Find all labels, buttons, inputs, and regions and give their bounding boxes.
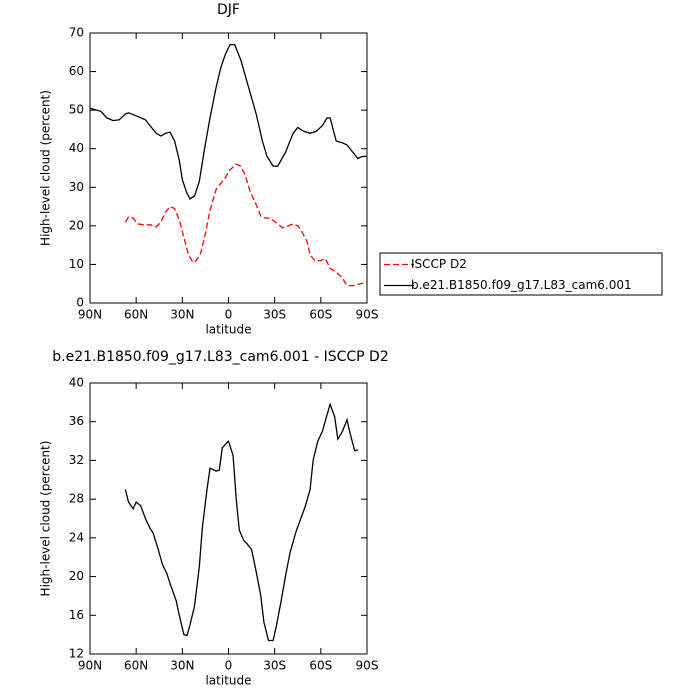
x-axis-label: latitude [205, 674, 251, 688]
y-tick-label: 30 [69, 180, 84, 194]
x-tick-label: 60S [309, 659, 332, 673]
legend-box [379, 252, 663, 296]
x-tick-label: 90N [78, 659, 102, 673]
data-line [124, 402, 358, 642]
y-axis-label: High-level cloud (percent) [39, 90, 53, 246]
x-tick-label: 30S [263, 659, 286, 673]
x-axis-label: latitude [205, 323, 251, 337]
y-tick-label: 0 [76, 296, 84, 310]
y-tick-label: 36 [69, 414, 84, 428]
legend-label: b.e21.B1850.f09_g17.L83_cam6.001 [411, 278, 632, 292]
y-tick-label: 60 [69, 64, 84, 78]
x-tick-label: 0 [225, 308, 233, 322]
y-tick-label: 20 [69, 569, 84, 583]
y-tick-label: 32 [69, 453, 84, 467]
y-axis-label: High-level cloud (percent) [39, 441, 53, 597]
x-tick-label: 0 [225, 659, 233, 673]
y-tick-label: 10 [69, 257, 84, 271]
x-tick-label: 90N [78, 308, 102, 322]
y-tick-label: 40 [69, 141, 84, 155]
y-tick-label: 12 [69, 647, 84, 661]
x-tick-label: 60S [309, 308, 332, 322]
y-tick-label: 20 [69, 218, 84, 232]
chart-title: b.e21.B1850.f09_g17.L83_cam6.001 - ISCCP… [52, 349, 389, 365]
y-tick-label: 24 [69, 530, 84, 544]
y-tick-label: 50 [69, 103, 84, 117]
y-tick-label: 70 [69, 26, 84, 40]
x-tick-label: 30S [263, 308, 286, 322]
x-tick-label: 30N [170, 308, 194, 322]
y-tick-label: 16 [69, 608, 84, 622]
data-line [124, 163, 368, 287]
chart-title: DJF [217, 2, 240, 18]
data-line [89, 43, 367, 200]
x-tick-label: 30N [170, 659, 194, 673]
plot-frame [89, 382, 368, 655]
y-tick-label: 40 [69, 376, 84, 390]
legend-label: ISCCP D2 [411, 257, 467, 271]
x-tick-label: 60N [124, 659, 148, 673]
y-tick-label: 28 [69, 492, 84, 506]
x-tick-label: 90S [356, 659, 379, 673]
x-tick-label: 90S [356, 308, 379, 322]
x-tick-label: 60N [124, 308, 148, 322]
plot-frame [89, 32, 368, 304]
